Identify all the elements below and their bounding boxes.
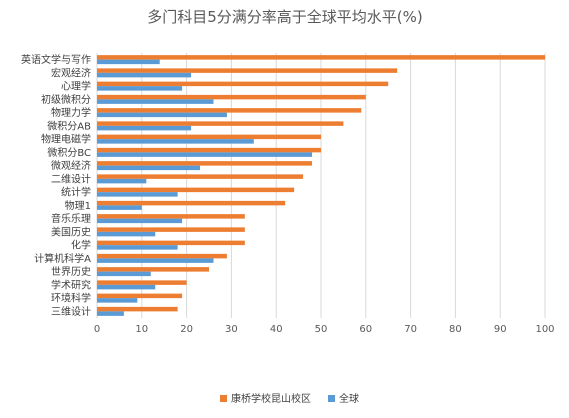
category-labels: 英语文学与写作宏观经济心理学初级微积分物理力学微积分AB物理电磁学微积分BC微观… xyxy=(21,53,91,318)
category-label: 世界历史 xyxy=(51,266,91,278)
bar-global xyxy=(97,311,124,316)
category-label: 统计学 xyxy=(61,186,91,199)
bar-school xyxy=(97,108,362,113)
bar-school xyxy=(97,121,344,126)
bar-school xyxy=(97,81,389,87)
x-tick-label: 30 xyxy=(225,324,238,335)
bar-school xyxy=(97,55,545,60)
category-label: 音乐乐理 xyxy=(51,212,91,225)
legend: 康桥学校昆山校区 全球 xyxy=(220,392,359,405)
bar-school xyxy=(97,253,227,259)
gridlines xyxy=(96,53,546,318)
bar-global xyxy=(97,72,192,78)
bar-global xyxy=(97,298,138,303)
category-label: 物理电磁学 xyxy=(41,133,91,146)
category-label: 微积分AB xyxy=(47,119,91,132)
category-label: 微积分BC xyxy=(47,146,91,159)
bar-global xyxy=(97,231,156,237)
bar-school xyxy=(97,267,209,272)
x-tick-label: 40 xyxy=(270,324,283,335)
x-tick-label: 100 xyxy=(535,324,554,335)
bar-school xyxy=(97,200,286,206)
category-label: 英语文学与写作 xyxy=(21,53,91,66)
x-tick-label: 90 xyxy=(494,324,507,335)
x-tick-label: 80 xyxy=(449,324,462,335)
category-label: 计算机科学A xyxy=(34,252,91,265)
category-label: 初级微积分 xyxy=(41,93,91,106)
x-tick-label: 0 xyxy=(94,324,100,335)
bar-global xyxy=(97,178,147,184)
legend-swatch-global xyxy=(328,395,335,402)
bar-school xyxy=(97,147,321,153)
bar-school xyxy=(97,240,245,246)
category-label: 心理学 xyxy=(61,80,91,93)
bar-school xyxy=(97,280,187,285)
bar-global xyxy=(97,245,178,250)
bar-global xyxy=(97,218,183,224)
legend-label-school: 康桥学校昆山校区 xyxy=(231,392,311,405)
bar-global xyxy=(97,152,313,157)
chart-title: 多门科目5分满分率高于全球平均水平(%) xyxy=(147,8,423,26)
bar-school xyxy=(97,174,304,179)
bar-global xyxy=(97,165,201,171)
bar-school xyxy=(97,68,398,73)
category-label: 微观经济 xyxy=(51,159,91,172)
bar-school xyxy=(97,227,245,232)
x-tick-label: 50 xyxy=(315,324,328,335)
x-tick-label: 10 xyxy=(135,324,148,335)
bar-school xyxy=(97,134,321,140)
category-label: 学术研究 xyxy=(51,278,91,291)
bar-school xyxy=(97,94,366,100)
category-label: 三维设计 xyxy=(51,305,91,318)
category-label: 二维设计 xyxy=(51,172,91,185)
x-tick-label: 70 xyxy=(404,324,417,335)
bar-global xyxy=(97,258,214,263)
category-label: 环境科学 xyxy=(51,292,91,305)
bar-school xyxy=(97,214,245,219)
legend-swatch-school xyxy=(220,395,227,402)
bar-global xyxy=(97,271,151,277)
bar-global xyxy=(97,284,156,290)
bar-global xyxy=(97,59,160,65)
bar-global xyxy=(97,139,254,144)
category-label: 化学 xyxy=(71,239,91,252)
bar-school xyxy=(97,293,183,299)
bar-global xyxy=(97,125,192,131)
x-tick-label: 20 xyxy=(180,324,193,335)
x-tick-label: 60 xyxy=(359,324,372,335)
bar-global xyxy=(97,192,178,197)
category-label: 物理1 xyxy=(65,199,91,212)
category-label: 宏观经济 xyxy=(51,66,91,79)
legend-label-global: 全球 xyxy=(339,392,359,405)
bar-global xyxy=(97,99,214,104)
bar-global xyxy=(97,86,183,91)
bar-global xyxy=(97,205,142,210)
bars xyxy=(97,55,545,316)
category-label: 美国历史 xyxy=(51,225,91,238)
category-label: 物理力学 xyxy=(51,106,91,119)
bar-school xyxy=(97,187,295,193)
bar-global xyxy=(97,112,227,118)
bar-school xyxy=(97,161,313,166)
x-tick-labels: 0 10 20 30 40 50 60 70 80 90 100 xyxy=(94,324,555,335)
bar-school xyxy=(97,306,178,312)
